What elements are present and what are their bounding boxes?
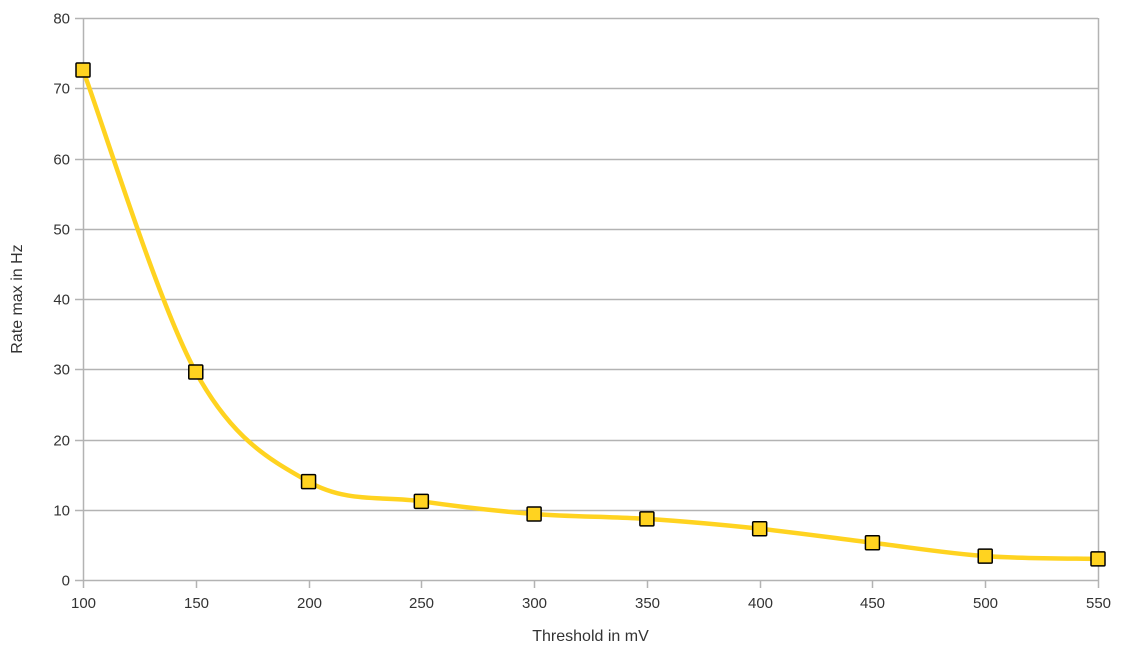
y-tick-label: 50 bbox=[53, 222, 70, 239]
data-point-marker bbox=[864, 535, 881, 551]
y-tick-label: 20 bbox=[53, 433, 70, 450]
tick-labels: 0 10 20 30 40 50 60 70 80 100 150 200 250 300 350 400 45… bbox=[53, 11, 1111, 613]
data-point-marker bbox=[977, 548, 993, 564]
x-axis-title: Threshold in mV bbox=[532, 628, 649, 645]
x-tick-label: 300 bbox=[522, 595, 547, 612]
series-line bbox=[80, 67, 1101, 562]
y-tick-label: 80 bbox=[53, 11, 70, 28]
x-tick-label: 100 bbox=[71, 595, 96, 612]
data-point-marker bbox=[75, 62, 91, 78]
x-tick-label: 150 bbox=[184, 595, 209, 612]
x-tick-label: 350 bbox=[635, 595, 660, 612]
x-tick-label: 450 bbox=[860, 595, 885, 612]
y-tick-label: 40 bbox=[53, 292, 70, 309]
y-tick-label: 70 bbox=[53, 81, 70, 98]
x-tick-label: 400 bbox=[748, 595, 773, 612]
x-tick-label: 550 bbox=[1086, 595, 1111, 612]
y-tick-label: 60 bbox=[53, 152, 70, 169]
x-tick-label: 200 bbox=[297, 595, 322, 612]
gridlines bbox=[83, 17, 1098, 512]
data-point-marker bbox=[300, 473, 317, 490]
y-axis-title: Rate max in Hz bbox=[9, 244, 26, 353]
data-point-marker bbox=[413, 493, 430, 510]
x-tick-label: 250 bbox=[409, 595, 434, 612]
y-tick-label: 10 bbox=[53, 503, 70, 520]
y-tick-label: 0 bbox=[62, 573, 70, 590]
data-markers bbox=[75, 62, 1106, 567]
data-point-marker bbox=[1090, 551, 1106, 567]
axes bbox=[75, 17, 1100, 588]
x-tick-label: 500 bbox=[973, 595, 998, 612]
data-point-marker bbox=[526, 506, 542, 522]
series-area bbox=[80, 67, 1101, 562]
y-tick-label: 30 bbox=[53, 362, 70, 379]
data-point-marker bbox=[188, 364, 204, 380]
data-point-marker bbox=[639, 511, 655, 527]
data-point-marker bbox=[751, 520, 768, 537]
